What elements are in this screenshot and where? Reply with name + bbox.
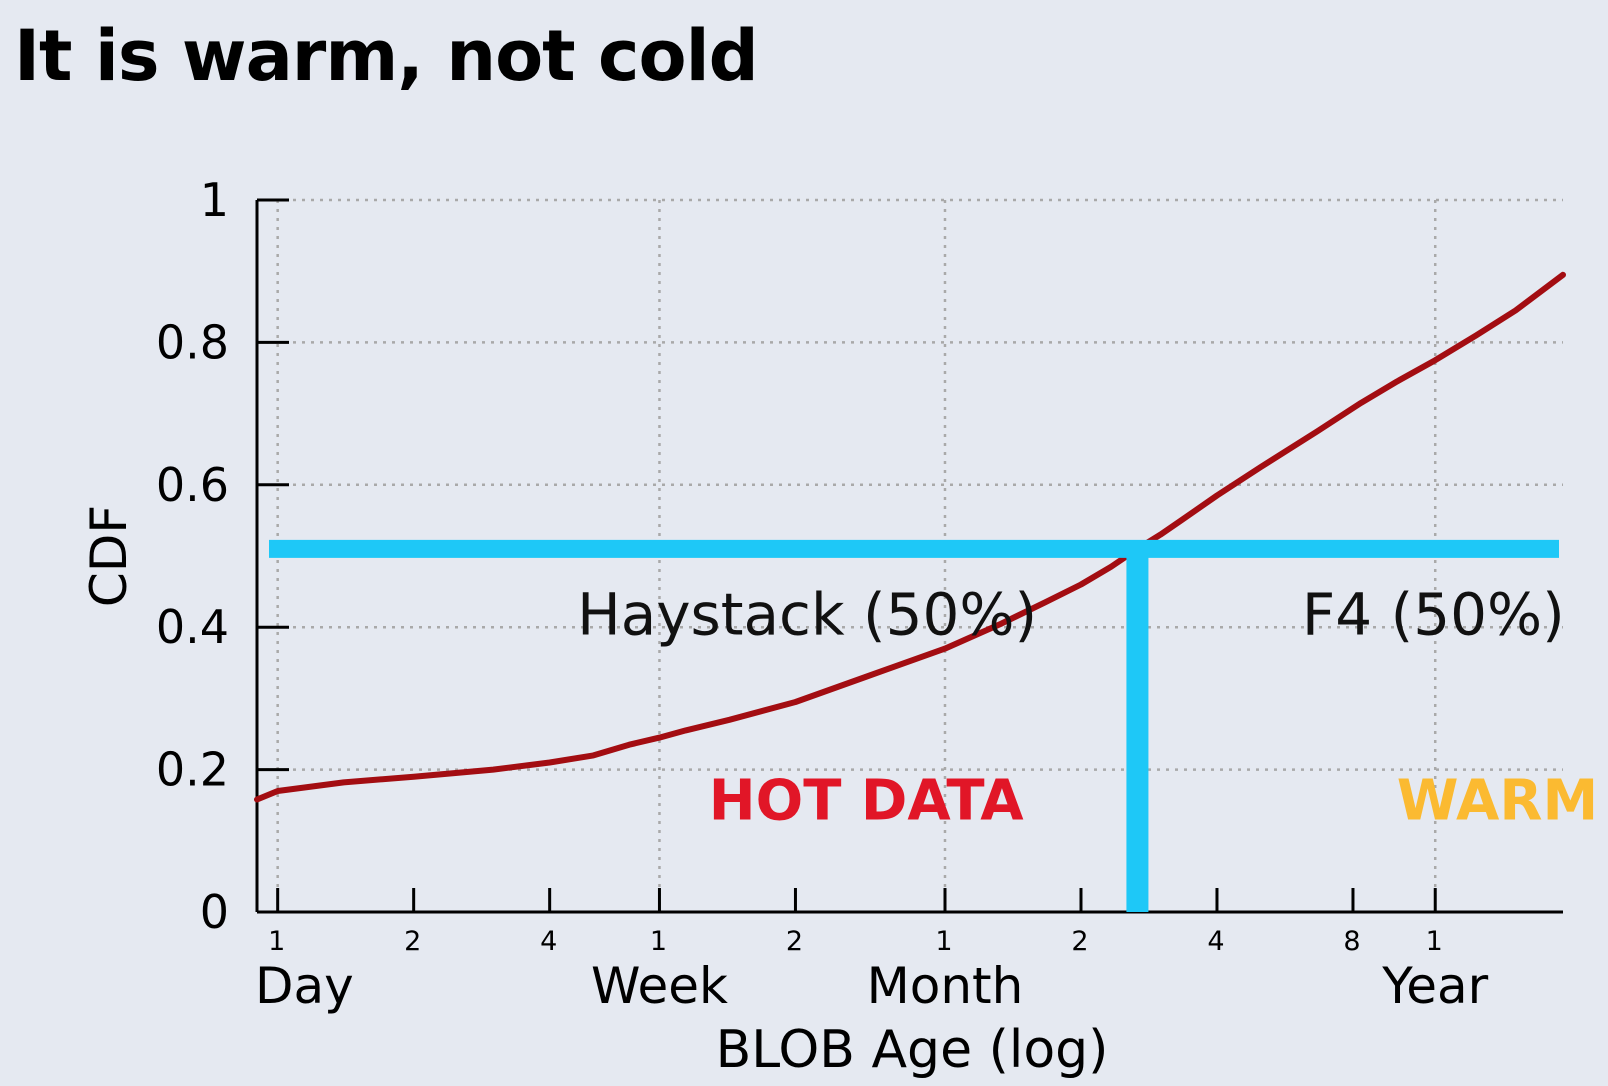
threshold-lines bbox=[269, 539, 1559, 912]
x-unit-label: Year bbox=[1381, 957, 1488, 1015]
data-series bbox=[254, 271, 1566, 803]
y-tick-label: 0 bbox=[200, 885, 229, 939]
x-tick-label: 1 bbox=[650, 926, 667, 957]
x-unit-label: Month bbox=[867, 957, 1024, 1015]
x-tick-label: 2 bbox=[786, 926, 803, 957]
f4-label: F4 (50%) bbox=[1302, 580, 1565, 648]
x-tick-label: 2 bbox=[1071, 926, 1088, 957]
cdf-line bbox=[254, 271, 1566, 803]
x-tick-label: 4 bbox=[540, 926, 557, 957]
y-tick-label: 1 bbox=[200, 173, 229, 227]
x-unit-label: Day bbox=[255, 957, 354, 1015]
y-axis-label: CDF bbox=[80, 505, 138, 607]
x-tick-label: 4 bbox=[1207, 926, 1224, 957]
x-tick-label: 8 bbox=[1343, 926, 1360, 957]
y-tick-label: 0.6 bbox=[156, 458, 229, 512]
warm-data-label: WARM DATA bbox=[1397, 768, 1608, 833]
x-unit-label: Week bbox=[591, 957, 728, 1015]
haystack-label: Haystack (50%) bbox=[577, 580, 1037, 648]
threshold-horizontal-line bbox=[269, 539, 1559, 558]
x-tick-label: 1 bbox=[268, 926, 285, 957]
threshold-vertical-line bbox=[1126, 548, 1149, 912]
y-tick-label: 0.2 bbox=[156, 743, 229, 797]
y-tick-label: 0.8 bbox=[156, 315, 229, 369]
hot-data-label: HOT DATA bbox=[709, 768, 1024, 833]
y-tick-label: 0.4 bbox=[156, 600, 229, 654]
x-axis-label: BLOB Age (log) bbox=[716, 1020, 1109, 1080]
slide-title: It is warm, not cold bbox=[14, 15, 759, 97]
annotations: Haystack (50%) F4 (50%) HOT DATA WARM DATA bbox=[577, 580, 1608, 833]
x-tick-label: 1 bbox=[935, 926, 952, 957]
x-tick-label: 1 bbox=[1426, 926, 1443, 957]
x-tick-label: 2 bbox=[404, 926, 421, 957]
